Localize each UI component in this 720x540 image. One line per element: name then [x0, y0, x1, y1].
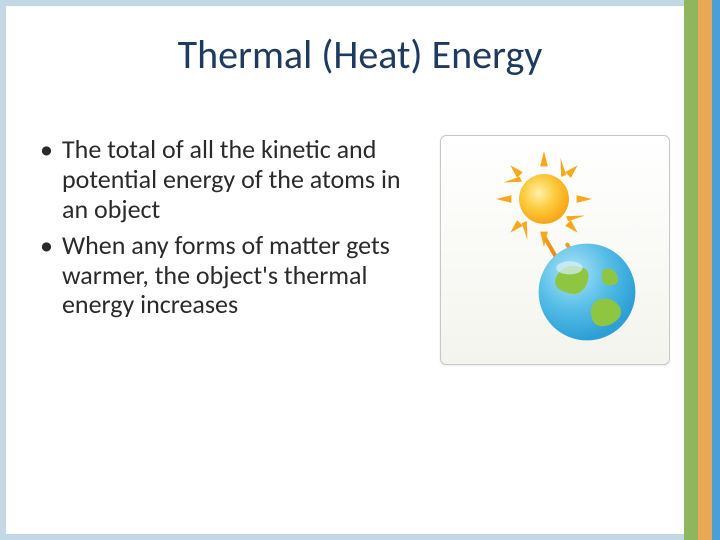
graphic-box — [440, 135, 670, 365]
slide-body: The total of all the kinetic and potenti… — [40, 135, 420, 326]
accent-stripe-blue — [712, 0, 720, 540]
bullet-list: The total of all the kinetic and potenti… — [40, 135, 420, 320]
accent-stripe-green — [684, 0, 698, 540]
slide-title: Thermal (Heat) Energy — [0, 30, 720, 79]
border-left — [0, 0, 6, 540]
bullet-item: When any forms of matter gets warmer, th… — [40, 231, 420, 321]
sun-icon — [496, 151, 592, 247]
accent-stripe-orange — [698, 0, 712, 540]
sun-earth-graphic — [450, 145, 660, 355]
earth-icon — [532, 237, 642, 347]
bullet-item: The total of all the kinetic and potenti… — [40, 135, 420, 225]
slide: Thermal (Heat) Energy The total of all t… — [0, 0, 720, 540]
border-top — [0, 0, 720, 6]
border-bottom — [0, 534, 720, 540]
